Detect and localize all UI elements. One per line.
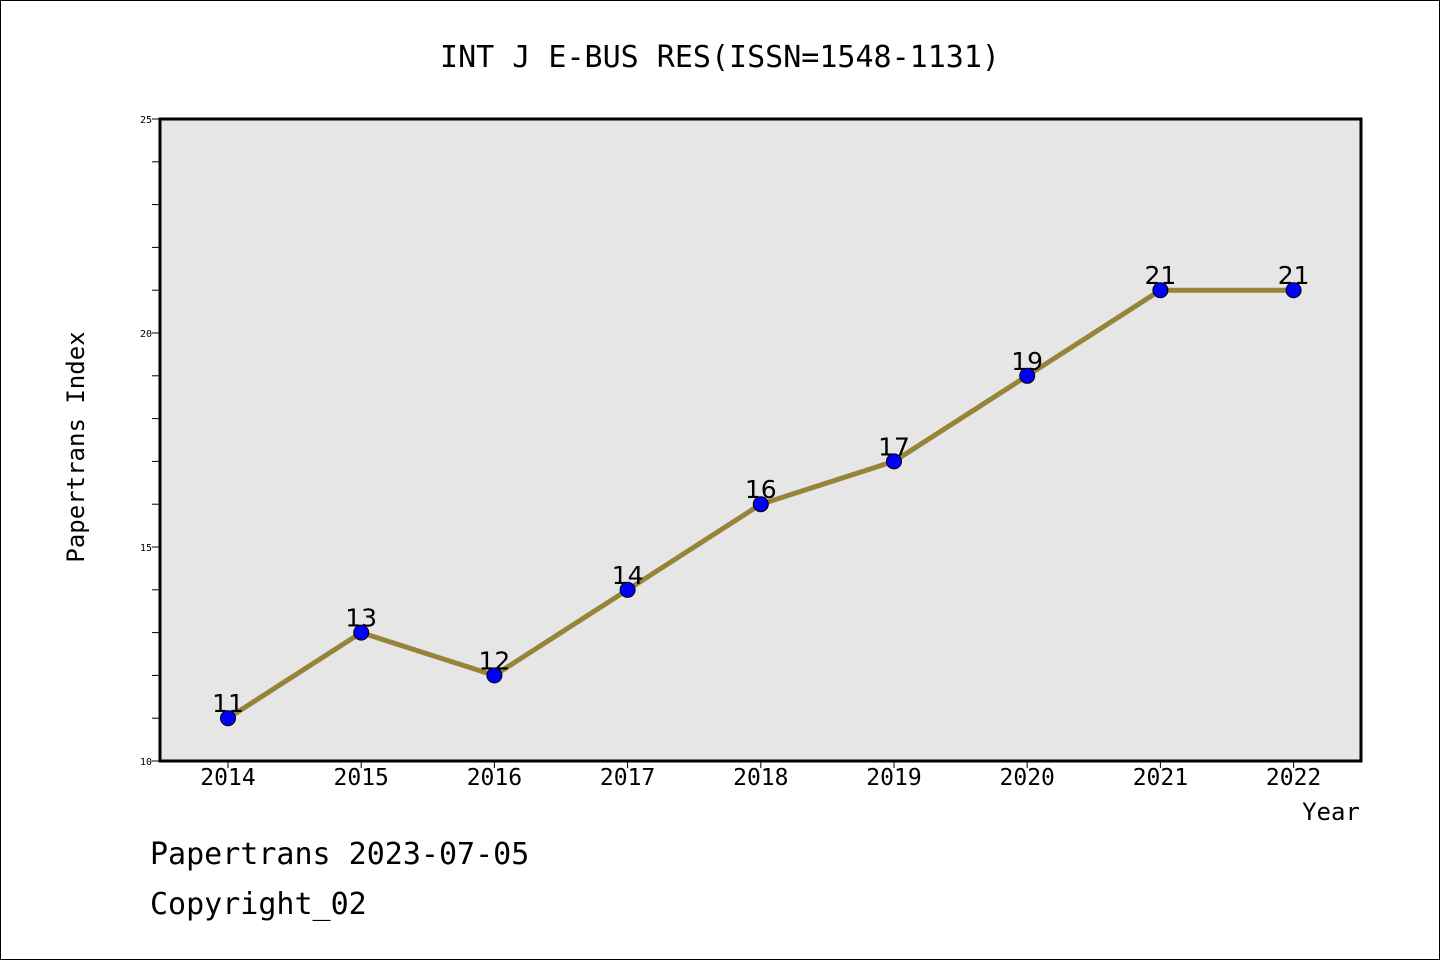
plot-area (158, 117, 1363, 763)
x-tick-label: 2019 (866, 765, 921, 791)
x-tick-label: 2022 (1266, 765, 1321, 791)
data-point (353, 624, 370, 641)
x-axis: 2014 2015 2016 2017 2018 2019 2020 2021 2022 (200, 761, 1321, 791)
x-tick-label: 2014 (200, 765, 255, 791)
y-tick-label: 20 (140, 329, 152, 340)
data-point (886, 453, 902, 470)
footer-copyright: Copyright_02 (150, 887, 367, 922)
data-point (1152, 282, 1169, 299)
data-labels: 11 13 12 14 16 17 19 21 21 (212, 261, 1309, 718)
data-label: 21 (1278, 261, 1310, 290)
data-label: 13 (345, 604, 377, 633)
data-point (752, 496, 769, 513)
data-label: 19 (1011, 347, 1043, 376)
x-tick-label: 2020 (1000, 765, 1055, 791)
data-point (220, 710, 236, 727)
x-tick-label: 2018 (733, 765, 788, 791)
y-tick-label: 10 (140, 757, 152, 768)
y-tick-label: 25 (140, 115, 152, 126)
y-axis: 10 15 20 25 (140, 115, 160, 768)
data-point (486, 667, 503, 684)
data-label: 14 (612, 561, 644, 590)
y-axis-label: Papertrans Index (62, 331, 90, 562)
x-tick-label: 2016 (467, 765, 522, 791)
data-label: 12 (478, 646, 510, 675)
data-series (220, 282, 1302, 727)
data-label: 16 (745, 475, 777, 504)
data-point (619, 581, 636, 598)
data-label: 11 (212, 689, 244, 718)
data-label: 17 (878, 432, 910, 461)
data-label: 21 (1144, 261, 1176, 290)
footer-date: Papertrans 2023-07-05 (150, 837, 529, 872)
x-tick-label: 2021 (1133, 765, 1188, 791)
x-tick-label: 2017 (600, 765, 655, 791)
data-point (1019, 367, 1036, 384)
x-tick-label: 2015 (334, 765, 389, 791)
x-axis-label: Year (1302, 798, 1360, 826)
data-point (1285, 282, 1302, 299)
y-tick-label: 15 (140, 543, 152, 554)
chart-title: INT J E-BUS RES(ISSN=1548-1131) (440, 40, 1000, 75)
